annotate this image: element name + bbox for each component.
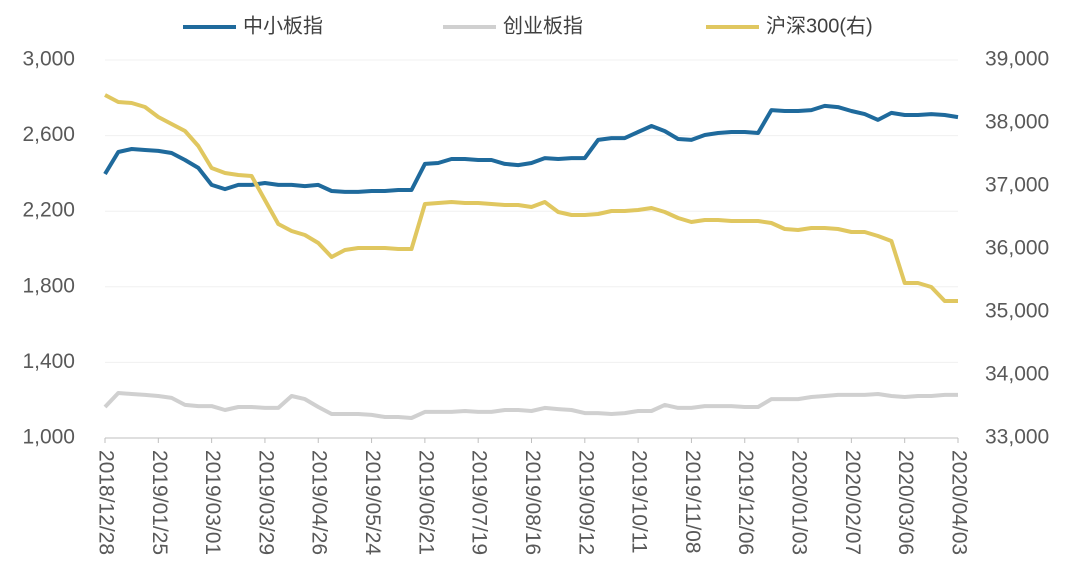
- x-tick-label: 2019/01/25: [148, 450, 171, 555]
- x-tick-label: 2020/04/03: [947, 450, 970, 555]
- x-tick-label: 2019/12/06: [734, 450, 757, 555]
- legend-label: 中小板指: [243, 14, 323, 37]
- x-tick-label: 2019/07/19: [468, 450, 491, 555]
- x-tick-label: 2019/11/08: [681, 450, 704, 554]
- x-tick-label: 2020/03/06: [894, 450, 917, 555]
- y-tick-label: 2,200: [22, 199, 75, 222]
- y2-tick-label: 35,000: [985, 300, 1049, 323]
- x-tick-label: 2019/10/11: [628, 450, 651, 554]
- y-tick-label: 3,000: [22, 48, 75, 71]
- series-line: [104, 93, 958, 303]
- y2-tick-label: 34,000: [985, 363, 1049, 386]
- series-line: [103, 391, 958, 420]
- x-tick-label: 2019/03/01: [201, 450, 224, 555]
- x-tick-label: 2019/04/26: [308, 450, 331, 555]
- y-tick-label: 1,800: [22, 274, 75, 297]
- x-tick-label: 2019/08/16: [521, 450, 544, 555]
- legend: 中小板指 创业板指 沪深300(右): [183, 14, 873, 37]
- y-tick-label: 1,000: [22, 426, 75, 449]
- y-tick-label: 2,600: [22, 123, 75, 146]
- y2-tick-label: 39,000: [985, 48, 1049, 71]
- y2-tick-label: 37,000: [985, 174, 1049, 197]
- legend-label: 创业板指: [503, 14, 583, 37]
- x-tick-label: 2019/06/21: [414, 450, 437, 555]
- y2-tick-label: 36,000: [985, 237, 1049, 260]
- x-tick-label: 2019/05/24: [361, 450, 384, 555]
- y-tick-label: 1,400: [22, 350, 75, 373]
- x-tick-label: 2018/12/28: [94, 450, 117, 555]
- x-tick-label: 2019/03/29: [254, 450, 277, 555]
- y2-tick-label: 33,000: [985, 426, 1049, 449]
- x-tick-label: 2019/09/12: [574, 450, 597, 555]
- x-tick-label: 2020/02/07: [841, 450, 864, 555]
- legend-label: 沪深300(右): [766, 14, 873, 37]
- y2-tick-label: 38,000: [985, 111, 1049, 134]
- series-line: [103, 103, 959, 194]
- x-tick-label: 2020/01/03: [788, 450, 811, 555]
